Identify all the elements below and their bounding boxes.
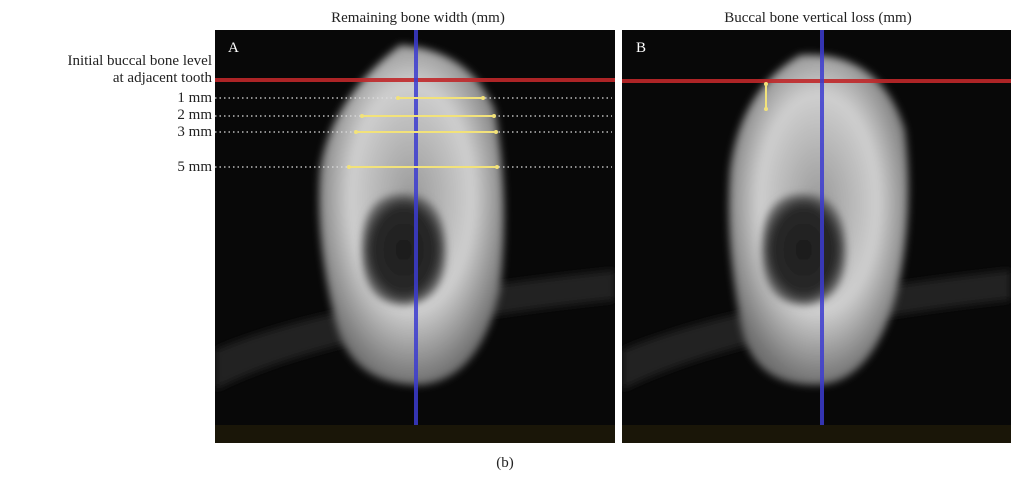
- width-measurements: [347, 96, 499, 169]
- level-label: 2 mm: [177, 107, 212, 123]
- panel-title: Buccal bone vertical loss (mm): [724, 10, 911, 26]
- vertical-measurement: [764, 82, 768, 111]
- panel-letter: B: [636, 40, 646, 56]
- level-label: 5 mm: [177, 159, 212, 175]
- reference-label: at adjacent tooth: [113, 70, 213, 86]
- level-label: 3 mm: [177, 124, 212, 140]
- level-label: 1 mm: [177, 90, 212, 106]
- panel-a-image: [215, 30, 615, 443]
- panel-letter: A: [228, 40, 239, 56]
- panel-b-image: [622, 30, 1011, 443]
- reference-label: Initial buccal bone level: [67, 53, 212, 69]
- caption: (b): [496, 455, 514, 471]
- panel-title: Remaining bone width (mm): [331, 10, 505, 26]
